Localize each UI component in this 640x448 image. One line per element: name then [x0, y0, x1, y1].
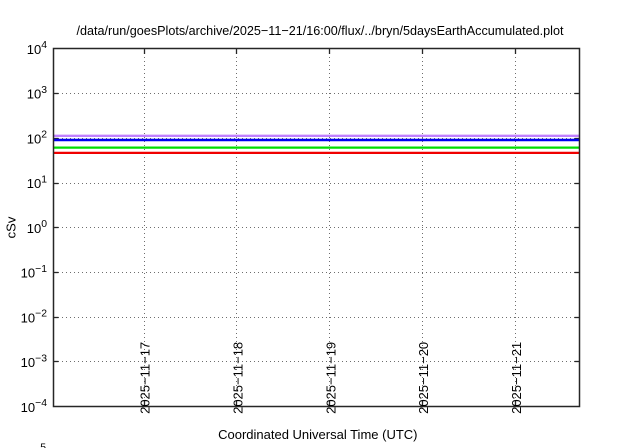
svg-text:cSv: cSv: [4, 216, 19, 238]
svg-text:2025−11−17: 2025−11−17: [138, 342, 153, 414]
svg-text:2025−11−18: 2025−11−18: [230, 342, 245, 414]
svg-text:5: 5: [40, 443, 46, 448]
svg-text:Coordinated Universal Time (UT: Coordinated Universal Time (UTC): [218, 427, 417, 442]
svg-text:2025−11−19: 2025−11−19: [323, 342, 338, 414]
svg-text:2025−11−20: 2025−11−20: [416, 342, 431, 414]
svg-text:/data/run/goesPlots/archive/20: /data/run/goesPlots/archive/2025−11−21/1…: [77, 23, 564, 38]
svg-text:2025−11−21: 2025−11−21: [509, 342, 524, 414]
